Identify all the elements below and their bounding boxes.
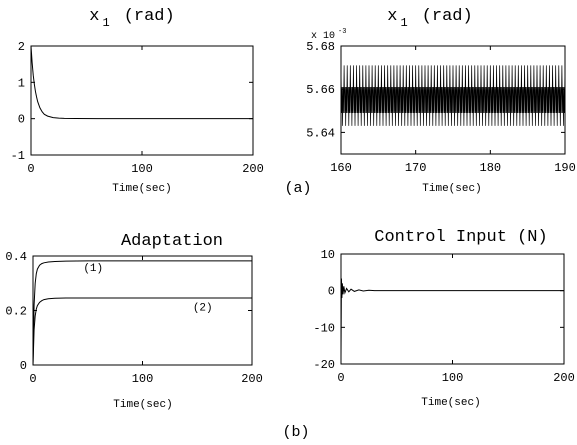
panel-x1-full-title: x 1 (rad) [89,7,174,30]
panel-adaptation-series-2-line [32,297,252,366]
p4-ytick-label-1: -10 [313,321,335,335]
panel-adaptation: Adaptation 0 100 200 0 0.2 0.4 (1) (2) Time(s… [5,232,262,411]
p1-ytick-label-0: -1 [11,149,25,163]
panel-x1-full-xlabel: Time(sec) [112,183,171,195]
p2-xtick-label-0: 160 [330,161,352,175]
panel-x1-zoom-scale-base: x 10 [311,31,335,42]
p3-ytick-label-2: 0.4 [5,250,27,264]
p1-xtick-label-2: 200 [242,162,264,176]
panel-adaptation-xlabel: Time(sec) [113,399,172,411]
p2-ytick-label-1: 5.66 [306,83,335,97]
p1-xtick-label-0: 0 [27,162,34,176]
p3-xtick-label-0: 0 [29,372,36,386]
panel-control-input-frame [340,253,565,365]
panel-control-input-series-line [340,278,564,357]
panel-x1-full-title-sub: 1 [102,16,109,30]
panel-control-input-title: Control Input (N) [374,228,547,247]
panel-x1-zoom-scale-note: x 10 -3 [311,28,346,42]
p4-xtick-label-2: 200 [553,371,575,385]
p3-xtick-label-1: 100 [132,372,154,386]
p3-xtick-label-2: 200 [241,372,263,386]
p1-ytick-label-1: 0 [18,113,25,127]
p3-ytick-label-1: 0.2 [5,305,27,319]
panel-x1-zoom-scale-exp: -3 [338,28,346,36]
panel-x1-full-title-unit: (rad) [124,7,175,26]
p1-ytick-label-3: 2 [18,40,25,54]
p3-ytick-label-0: 0 [20,359,27,373]
panel-x1-full-title-main: x [89,7,99,26]
panel-x1-zoom-frame [340,45,566,155]
panel-x1-zoom-xlabel: Time(sec) [422,183,481,195]
panel-x1-zoom-oscillation [340,65,566,126]
p4-ytick-label-2: 0 [328,285,335,299]
figure-label-a: (a) [284,180,311,197]
p1-xtick-label-1: 100 [131,162,153,176]
panel-adaptation-frame [32,255,253,366]
panel-x1-zoom-title-unit: (rad) [422,7,473,26]
p4-xtick-label-0: 0 [337,371,344,385]
panel-adaptation-annotation-1: (1) [83,263,103,275]
panel-x1-zoom-title-main: x [387,7,397,26]
p2-ytick-label-0: 5.64 [306,126,335,140]
p2-xtick-label-2: 180 [480,161,502,175]
p4-ytick-label-3: 10 [321,248,335,262]
p4-ytick-label-0: -20 [313,358,335,372]
panel-x1-zoom: x 1 (rad) x 10 -3 160 170 180 1905.645.665.68 … [306,7,576,195]
panel-x1-zoom-title: x 1 (rad) [387,7,472,30]
panel-control-input-xlabel: Time(sec) [421,397,480,409]
panel-adaptation-annotation-2: (2) [193,303,213,315]
p2-xtick-label-3: 190 [554,161,576,175]
panel-x1-zoom-title-sub: 1 [400,16,407,30]
p2-xtick-label-1: 170 [405,161,427,175]
panel-adaptation-title: Adaptation [121,232,223,251]
panel-x1-full-frame [30,45,254,156]
figure-label-b: (b) [282,424,309,441]
panel-x1-full-series-line [30,45,253,120]
p1-ytick-label-2: 1 [18,76,25,90]
panel-adaptation-series-1-line [32,260,252,366]
p2-ytick-label-2: 5.68 [306,40,335,54]
panel-control-input: Control Input (N) 0 100 200 -20 -10 0 10 Time(… [313,228,574,409]
p4-xtick-label-1: 100 [442,371,464,385]
